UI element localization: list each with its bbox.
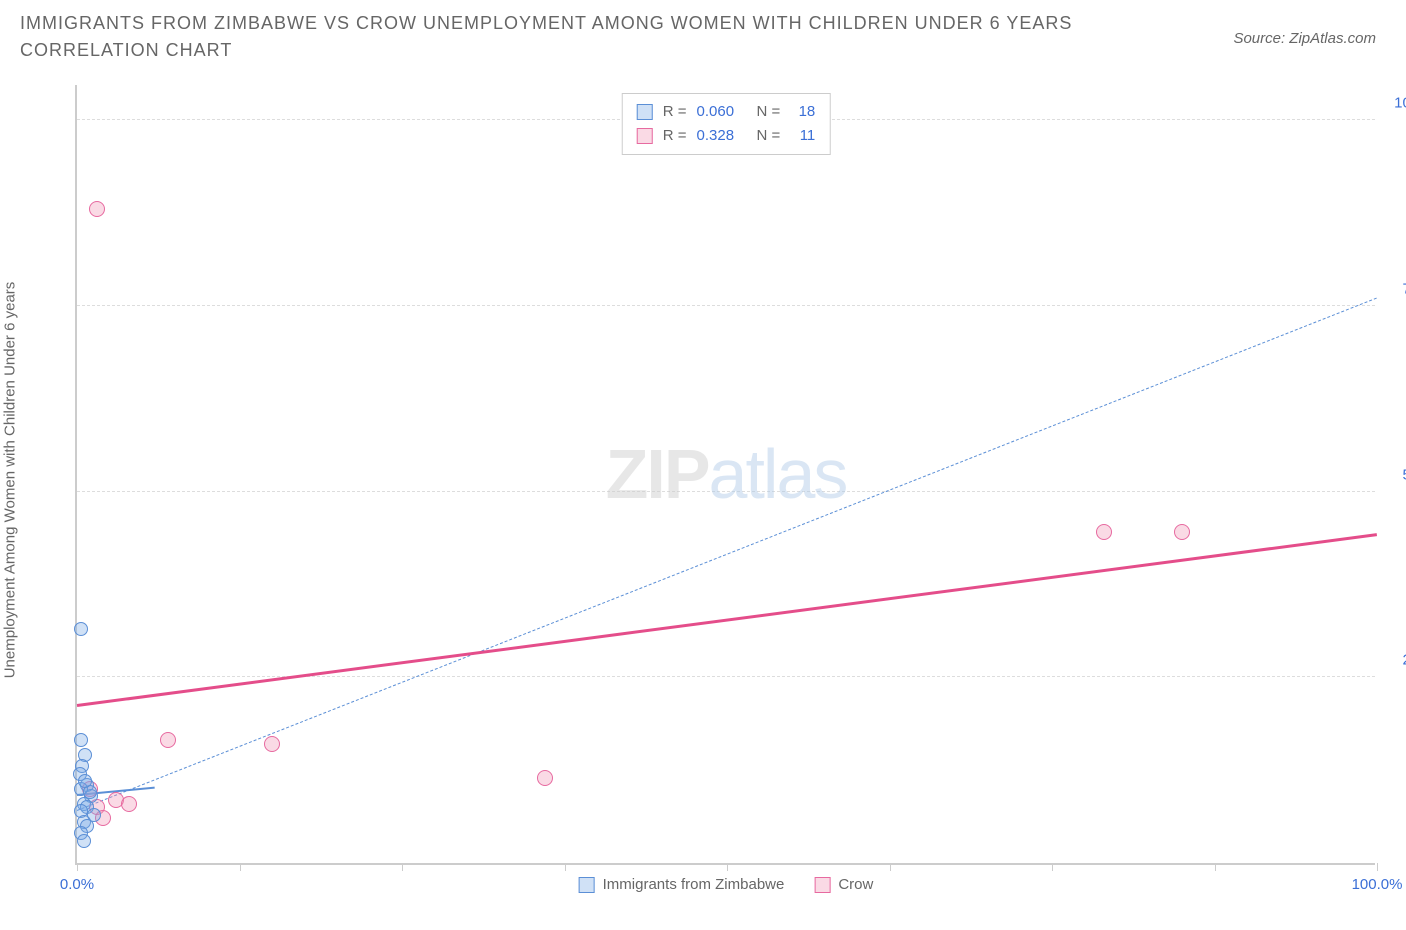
x-tick [565, 863, 566, 871]
plot-area: ZIPatlas R =0.060N =18R =0.328N =11 Immi… [75, 85, 1375, 865]
legend-row: R = 0.060 N = 18 [637, 100, 816, 124]
trend-line [77, 533, 1377, 707]
series-legend: Immigrants from Zimbabwe Crow [579, 876, 874, 893]
correlation-legend: R = 0.060 N = 18 R = 0.328 N = 11 [622, 93, 831, 155]
legend-item: Immigrants from Zimbabwe [579, 876, 785, 893]
n-label: N = [757, 100, 781, 124]
x-tick [890, 863, 891, 871]
source-label: Source: ZipAtlas.com [1233, 30, 1376, 47]
x-tick [402, 863, 403, 871]
data-point [89, 201, 105, 217]
y-tick-label: 25.0% [1385, 652, 1406, 669]
y-tick-label: 100.0% [1385, 95, 1406, 112]
data-point [264, 736, 280, 752]
data-point [1174, 524, 1190, 540]
legend-swatch [579, 877, 595, 893]
x-tick [1377, 863, 1378, 871]
legend-row: R = 0.328 N = 11 [637, 124, 816, 148]
x-tick [1052, 863, 1053, 871]
chart-title: IMMIGRANTS FROM ZIMBABWE VS CROW UNEMPLO… [20, 10, 1120, 64]
legend-item: Crow [814, 876, 873, 893]
n-value: 18 [790, 100, 815, 124]
legend-swatch [637, 128, 653, 144]
x-tick [77, 863, 78, 871]
x-tick [240, 863, 241, 871]
data-point [74, 733, 88, 747]
y-axis-label: Unemployment Among Women with Children U… [2, 282, 19, 679]
r-value: 0.328 [697, 124, 747, 148]
n-label: N = [757, 124, 781, 148]
x-tick-label: 100.0% [1352, 876, 1403, 893]
x-tick [1215, 863, 1216, 871]
data-point [537, 770, 553, 786]
trend-line [77, 297, 1377, 810]
data-point [74, 622, 88, 636]
x-tick [727, 863, 728, 871]
legend-swatch [814, 877, 830, 893]
data-point [121, 796, 137, 812]
data-point [78, 774, 92, 788]
r-label: R = [663, 100, 687, 124]
legend-label: Immigrants from Zimbabwe [603, 876, 785, 893]
n-value: 11 [790, 124, 815, 148]
legend-swatch [637, 104, 653, 120]
chart-container: Unemployment Among Women with Children U… [20, 80, 1386, 880]
y-tick-label: 50.0% [1385, 466, 1406, 483]
gridline [77, 491, 1375, 492]
watermark: ZIPatlas [606, 434, 847, 514]
gridline [77, 676, 1375, 677]
r-value: 0.060 [697, 100, 747, 124]
data-point [1096, 524, 1112, 540]
data-point [77, 834, 91, 848]
r-label: R = [663, 124, 687, 148]
legend-label: Crow [838, 876, 873, 893]
y-tick-label: 75.0% [1385, 280, 1406, 297]
gridline [77, 305, 1375, 306]
data-point [160, 732, 176, 748]
x-tick-label: 0.0% [60, 876, 94, 893]
